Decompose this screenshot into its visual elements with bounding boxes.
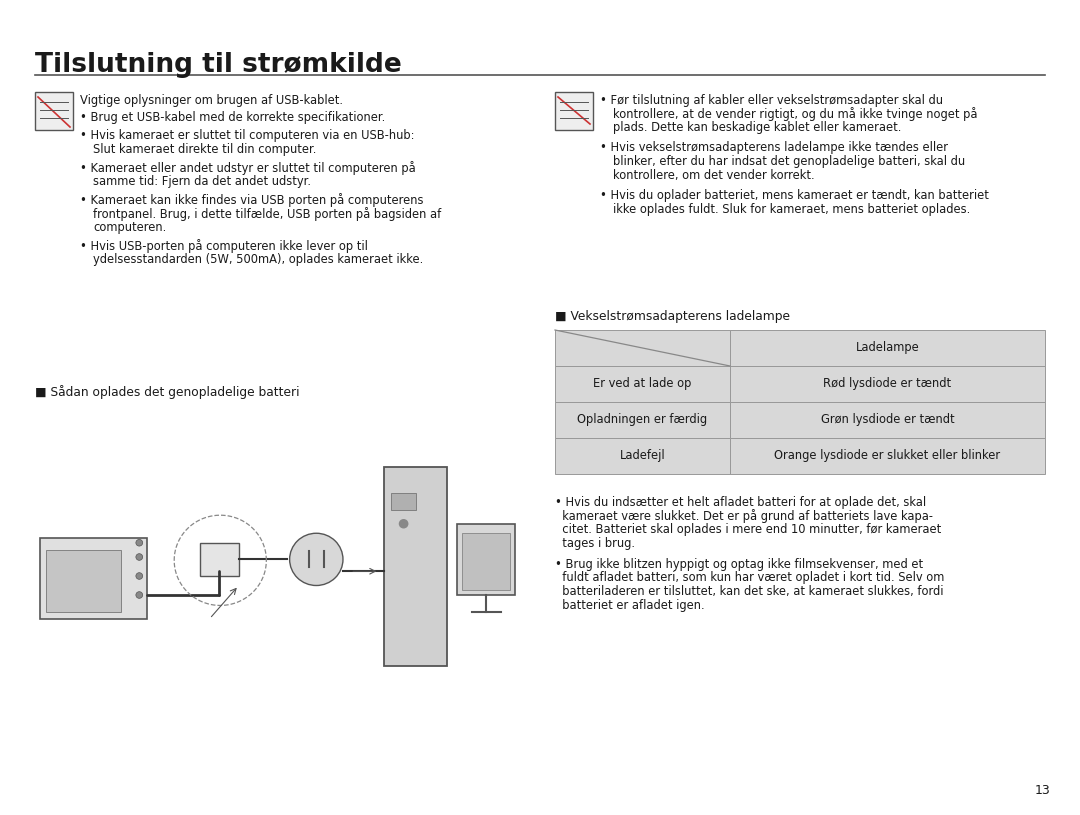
Text: • Hvis USB-porten på computeren ikke lever op til: • Hvis USB-porten på computeren ikke lev… (80, 239, 368, 253)
Text: Grøn lysdiode er tændt: Grøn lysdiode er tændt (821, 413, 955, 426)
Text: blinker, efter du har indsat det genopladelige batteri, skal du: blinker, efter du har indsat det genopla… (613, 155, 966, 168)
Text: • Brug et USB-kabel med de korrekte specifikationer.: • Brug et USB-kabel med de korrekte spec… (80, 111, 386, 124)
Text: • Før tilslutning af kabler eller vekselstrømsadapter skal du: • Før tilslutning af kabler eller veksel… (600, 94, 943, 107)
Bar (384, 467, 447, 666)
Text: ydelsesstandarden (5W, 500mA), oplades kameraet ikke.: ydelsesstandarden (5W, 500mA), oplades k… (93, 253, 423, 266)
Text: Ladefejl: Ladefejl (620, 450, 665, 462)
Bar (45, 550, 121, 611)
Text: Slut kameraet direkte til din computer.: Slut kameraet direkte til din computer. (93, 143, 316, 156)
Text: ■ Sådan oplades det genopladelige batteri: ■ Sådan oplades det genopladelige batter… (35, 385, 299, 399)
Text: computeren.: computeren. (93, 221, 166, 234)
Text: • Hvis du oplader batteriet, mens kameraet er tændt, kan batteriet: • Hvis du oplader batteriet, mens kamera… (600, 189, 989, 202)
Text: • Brug ikke blitzen hyppigt og optag ikke filmsekvenser, med et: • Brug ikke blitzen hyppigt og optag ikk… (555, 558, 923, 571)
Text: kontrollere, at de vender rigtigt, og du må ikke tvinge noget på: kontrollere, at de vender rigtigt, og du… (613, 108, 977, 121)
Circle shape (136, 592, 143, 598)
Text: samme tid: Fjern da det andet udstyr.: samme tid: Fjern da det andet udstyr. (93, 175, 311, 188)
Text: Rød lysdiode er tændt: Rød lysdiode er tændt (823, 377, 951, 390)
Bar (555, 330, 730, 366)
Bar (457, 524, 515, 595)
Bar (730, 330, 1045, 366)
Text: Er ved at lade op: Er ved at lade op (593, 377, 691, 390)
Text: ■ Vekselstrømsadapterens ladelampe: ■ Vekselstrømsadapterens ladelampe (555, 310, 789, 323)
Text: • Hvis vekselstrømsadapterens ladelampe ikke tændes eller: • Hvis vekselstrømsadapterens ladelampe … (600, 142, 948, 155)
Text: Tilslutning til strømkilde: Tilslutning til strømkilde (35, 52, 402, 78)
Text: frontpanel. Brug, i dette tilfælde, USB porten på bagsiden af: frontpanel. Brug, i dette tilfælde, USB … (93, 207, 442, 221)
Bar (200, 543, 239, 576)
Text: plads. Dette kan beskadige kablet eller kameraet.: plads. Dette kan beskadige kablet eller … (613, 121, 902, 134)
Circle shape (399, 519, 408, 528)
Text: • Hvis kameraet er sluttet til computeren via en USB-hub:: • Hvis kameraet er sluttet til computere… (80, 130, 415, 143)
Bar (35, 92, 73, 130)
Text: • Hvis du indsætter et helt afladet batteri for at oplade det, skal: • Hvis du indsætter et helt afladet batt… (555, 496, 927, 509)
Bar (555, 366, 730, 402)
Circle shape (289, 533, 343, 585)
Text: tages i brug.: tages i brug. (555, 536, 635, 549)
Text: batteriet er afladet igen.: batteriet er afladet igen. (555, 598, 704, 611)
Bar (730, 402, 1045, 438)
Text: citet. Batteriet skal oplades i mere end 10 minutter, før kameraet: citet. Batteriet skal oplades i mere end… (555, 523, 942, 536)
Circle shape (136, 573, 143, 579)
Text: • Kameraet kan ikke findes via USB porten på computerens: • Kameraet kan ikke findes via USB porte… (80, 193, 423, 208)
Text: ikke oplades fuldt. Sluk for kameraet, mens batteriet oplades.: ikke oplades fuldt. Sluk for kameraet, m… (613, 202, 970, 215)
Text: Orange lysdiode er slukket eller blinker: Orange lysdiode er slukket eller blinker (774, 450, 1000, 462)
Bar (462, 533, 511, 590)
Text: batteriladeren er tilsluttet, kan det ske, at kameraet slukkes, fordi: batteriladeren er tilsluttet, kan det sk… (555, 585, 944, 598)
Text: Opladningen er færdig: Opladningen er færdig (578, 413, 707, 426)
Bar (555, 438, 730, 474)
Text: • Kameraet eller andet udstyr er sluttet til computeren på: • Kameraet eller andet udstyr er sluttet… (80, 161, 416, 175)
Bar (40, 538, 147, 619)
Text: kameraet være slukket. Det er på grund af batteriets lave kapa-: kameraet være slukket. Det er på grund a… (555, 509, 933, 523)
Text: Vigtige oplysninger om brugen af USB-kablet.: Vigtige oplysninger om brugen af USB-kab… (80, 94, 343, 107)
Bar (730, 438, 1045, 474)
Text: 13: 13 (1035, 784, 1050, 797)
Text: Ladelampe: Ladelampe (855, 341, 919, 355)
Bar (730, 366, 1045, 402)
Bar (555, 402, 730, 438)
Bar (555, 92, 593, 130)
Circle shape (136, 540, 143, 546)
Text: fuldt afladet batteri, som kun har været opladet i kort tid. Selv om: fuldt afladet batteri, som kun har været… (555, 571, 944, 584)
Text: kontrollere, om det vender korrekt.: kontrollere, om det vender korrekt. (613, 169, 814, 182)
Bar (391, 493, 416, 509)
Circle shape (136, 553, 143, 561)
